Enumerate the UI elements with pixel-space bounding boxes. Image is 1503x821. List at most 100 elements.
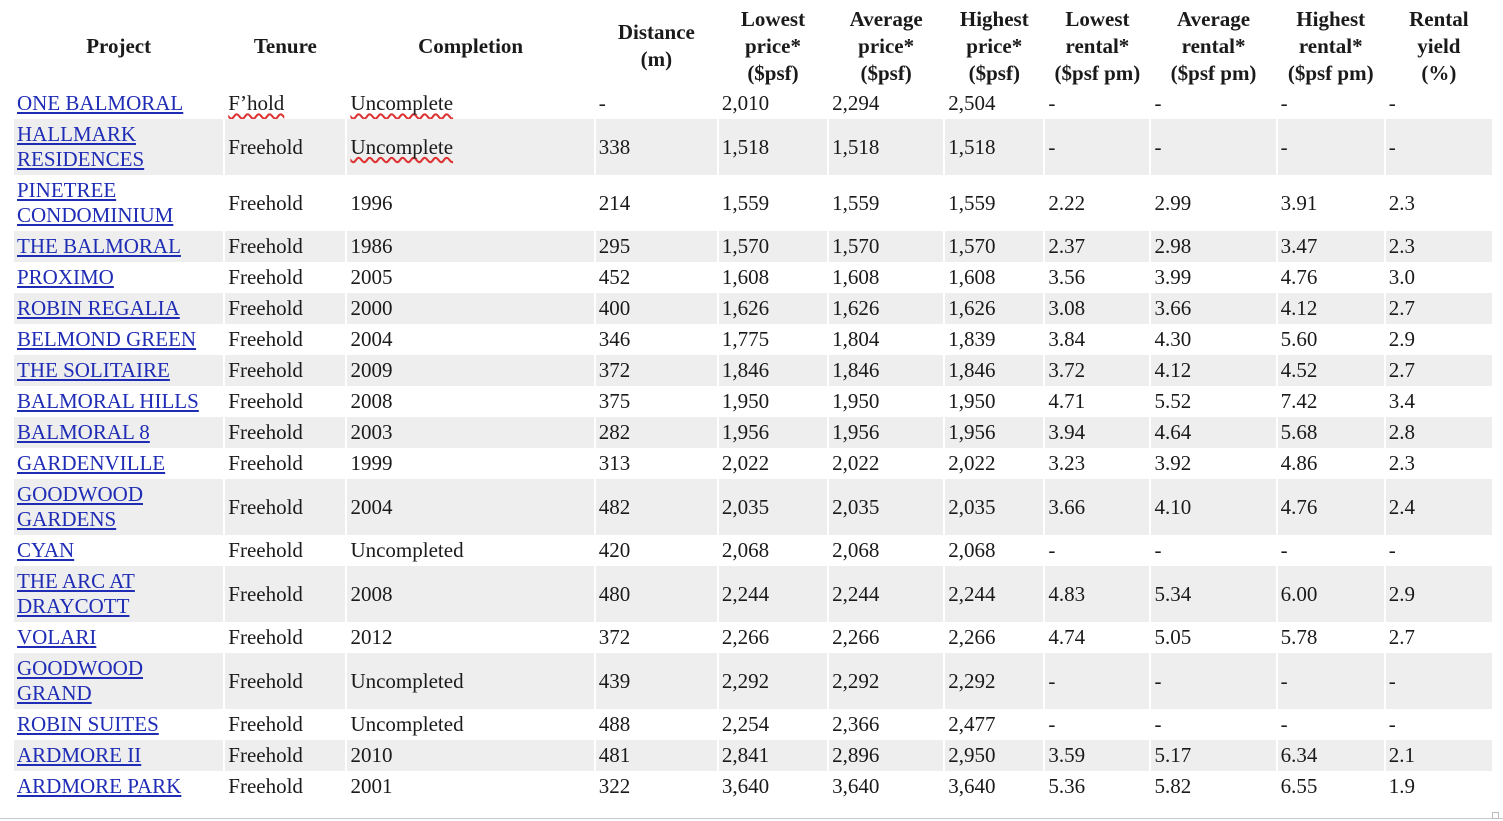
cell-lowest-price: 1,775 (721, 327, 770, 351)
project-link[interactable]: ROBIN SUITES (17, 712, 159, 736)
cell-average-price: 2,022 (832, 451, 880, 475)
table-row: BELMOND GREEN Freehold 2004 346 1,775 1,804 1,… (14, 324, 1492, 355)
project-link[interactable]: BALMORAL 8 (17, 420, 150, 444)
cell-completion: 2004 (347, 479, 594, 535)
cell-lowest-rental: - (1048, 91, 1056, 115)
cell-distance: 480 (595, 566, 717, 622)
project-link[interactable]: BALMORAL HILLS (17, 389, 199, 413)
project-link[interactable]: GOODWOOD GARDENS (17, 482, 143, 531)
cell-project: HALLMARK RESIDENCES (14, 119, 224, 175)
project-link[interactable]: ARDMORE II (17, 743, 141, 767)
page-bottom-rule (0, 818, 1503, 819)
header-line: Lowest (1065, 6, 1130, 31)
header-lowest-price: Lowest price* ($psf) (719, 4, 827, 88)
project-link[interactable]: ROBIN REGALIA (17, 296, 180, 320)
cell-highest-rental: 5.68 (1277, 417, 1384, 448)
cell-rental-yield: - (1385, 119, 1492, 175)
project-link[interactable]: PINETREE CONDOMINIUM (17, 178, 173, 227)
cell-rental-yield: 3.4 (1388, 389, 1416, 413)
cell-completion: 1999 (350, 451, 393, 475)
project-link[interactable]: HALLMARK RESIDENCES (17, 122, 144, 171)
project-name-line: BALMORAL 8 (17, 420, 150, 444)
project-name-line: VOLARI (17, 625, 97, 649)
header-line: ($psf) (968, 60, 1020, 85)
project-link[interactable]: BELMOND GREEN (17, 327, 196, 351)
cell-average-price: 1,626 (829, 293, 944, 324)
cell-lowest-price: 1,846 (718, 355, 828, 386)
header-line: Lowest (740, 6, 806, 31)
cell-average-rental: 3.66 (1151, 293, 1276, 324)
cell-average-rental: 2.98 (1151, 231, 1276, 262)
cell-average-rental: - (1151, 653, 1276, 709)
project-name-line: ROBIN SUITES (17, 712, 159, 736)
project-link[interactable]: GOODWOOD GRAND (17, 656, 143, 705)
cell-highest-price: 1,518 (945, 119, 1044, 175)
project-link[interactable]: THE ARC AT DRAYCOTT (17, 569, 135, 618)
cell-lowest-rental: 4.74 (1048, 625, 1086, 649)
cell-tenure: Freehold (228, 389, 303, 413)
cell-rental-yield: - (1388, 538, 1396, 562)
cell-highest-rental: 4.52 (1277, 355, 1384, 386)
project-name-line: GRAND (17, 681, 92, 705)
project-name-line: RESIDENCES (17, 147, 145, 171)
cell-project: ARDMORE PARK (14, 771, 223, 802)
cell-tenure: Freehold (225, 119, 346, 175)
document-page: Project Tenure Completion Distance (m) Lo… (12, 4, 1494, 802)
cell-lowest-price: 1,608 (721, 265, 770, 289)
header-completion: Completion (347, 4, 593, 88)
project-link[interactable]: GARDENVILLE (17, 451, 165, 475)
project-link[interactable]: PROXIMO (17, 265, 114, 289)
cell-lowest-price: 2,068 (721, 538, 770, 562)
project-name-line: THE ARC AT (17, 569, 135, 593)
cell-average-rental: - (1154, 712, 1162, 736)
cell-completion: Uncomplete (347, 119, 594, 175)
cell-distance: 400 (595, 293, 717, 324)
cell-highest-price: 2,035 (945, 479, 1044, 535)
project-name-line: PROXIMO (17, 265, 114, 289)
project-link[interactable]: ARDMORE PARK (17, 774, 181, 798)
cell-completion: Uncompleted (350, 538, 464, 562)
project-name-line: DRAYCOTT (17, 594, 130, 618)
cell-lowest-rental: - (1045, 653, 1150, 709)
table-body: ONE BALMORAL F’hold Uncomplete -2,010 2,294 2… (14, 88, 1492, 802)
cell-average-price: 2,896 (829, 740, 944, 771)
project-link[interactable]: VOLARI (17, 625, 96, 649)
header-line: Rental (1409, 6, 1469, 31)
cell-distance: 214 (598, 190, 631, 215)
table-row: VOLARI Freehold 2012 372 2,266 2,266 2,266 4.74… (14, 622, 1492, 653)
cell-completion: 2008 (347, 566, 594, 622)
cell-tenure: Freehold (228, 190, 303, 215)
cell-completion: 1996 (350, 190, 393, 215)
cell-project: THE SOLITAIRE (14, 355, 224, 386)
cell-distance: 282 (595, 417, 717, 448)
cell-lowest-price: 1,518 (718, 119, 828, 175)
cell-project: GARDENVILLE (14, 448, 223, 479)
cell-project: BELMOND GREEN (14, 324, 223, 355)
cell-project: BALMORAL HILLS (14, 386, 223, 417)
cell-highest-price: 2,292 (945, 653, 1044, 709)
cell-tenure: Freehold (228, 625, 303, 649)
cell-highest-rental: 4.86 (1280, 451, 1318, 475)
header-average-rental: Average rental* ($psf pm) (1151, 4, 1275, 88)
project-link[interactable]: THE SOLITAIRE (17, 358, 170, 382)
cell-lowest-price: 2,022 (721, 451, 770, 475)
cell-highest-rental: 4.12 (1277, 293, 1384, 324)
project-link[interactable]: CYAN (17, 538, 74, 562)
header-line: ($psf) (747, 60, 799, 85)
header-highest-rental: Highest rental* ($psf pm) (1278, 4, 1384, 88)
cell-distance: 439 (595, 653, 717, 709)
cell-highest-price: 2,068 (948, 538, 996, 562)
cell-rental-yield: 2.7 (1385, 293, 1492, 324)
cell-highest-price: 1,839 (948, 327, 996, 351)
cell-lowest-rental: 2.22 (1048, 190, 1086, 215)
header-project: Project (14, 4, 223, 88)
cell-average-price: 1,804 (832, 327, 880, 351)
cell-rental-yield: 2.1 (1385, 740, 1492, 771)
project-name-line: BELMOND GREEN (17, 327, 197, 351)
table-row: ONE BALMORAL F’hold Uncomplete - 2,010 2,294 2… (14, 88, 1492, 119)
cell-distance: 322 (598, 774, 631, 798)
cell-project: BALMORAL 8 (14, 417, 224, 448)
project-link[interactable]: ONE BALMORAL (17, 91, 183, 115)
project-link[interactable]: THE BALMORAL (17, 234, 181, 258)
cell-tenure: Freehold (228, 774, 303, 798)
